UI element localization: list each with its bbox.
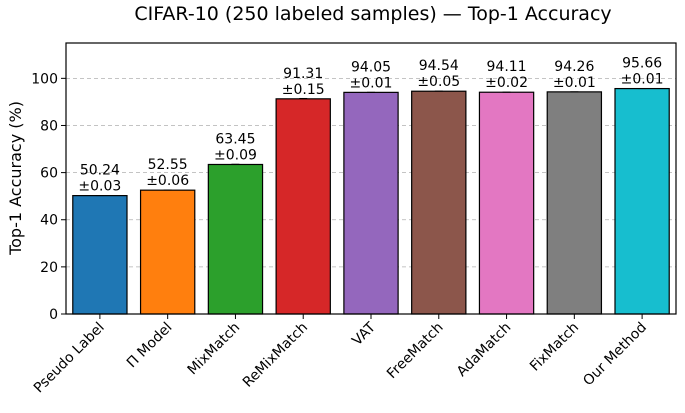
data-label-value: 91.31 <box>283 66 323 82</box>
y-tick-label: 20 <box>40 260 58 276</box>
chart-title: CIFAR-10 (250 labeled samples) — Top-1 A… <box>134 3 611 25</box>
bar <box>343 91 399 315</box>
x-tick-label: FreeMatch <box>384 320 447 383</box>
y-axis-label: Top-1 Accuracy (%) <box>6 101 25 256</box>
data-label-value: 50.24 <box>80 163 120 179</box>
y-tick-label: 80 <box>40 118 58 134</box>
data-label-value: 94.54 <box>419 58 459 74</box>
x-tick-label: Pseudo Label <box>31 320 108 397</box>
y-tick-label: 0 <box>49 307 58 323</box>
x-tick-label: FixMatch <box>527 320 582 375</box>
x-tick-label: ReMixMatch <box>240 320 311 391</box>
y-tick-label: 40 <box>40 213 58 229</box>
bar <box>72 195 128 315</box>
data-label-value: 94.11 <box>487 59 527 75</box>
bar <box>275 98 331 315</box>
data-label-error: ±0.05 <box>417 74 460 90</box>
data-label-error: ±0.01 <box>350 75 393 91</box>
y-tick-label: 100 <box>31 71 58 87</box>
data-label-error: ±0.06 <box>146 173 189 189</box>
bar <box>546 91 603 315</box>
data-label-value: 95.66 <box>622 56 662 72</box>
data-label-error: ±0.02 <box>485 75 528 91</box>
bar <box>207 163 264 315</box>
data-label-error: ±0.03 <box>78 179 121 195</box>
bar <box>139 189 196 315</box>
data-label-error: ±0.01 <box>621 72 664 88</box>
bar <box>614 87 670 315</box>
data-label-error: ±0.09 <box>214 147 257 163</box>
x-tick-label: Π Model <box>124 320 176 372</box>
x-tick-label: MixMatch <box>185 320 244 379</box>
y-tick-label: 60 <box>40 166 58 182</box>
data-label-value: 94.05 <box>351 59 391 75</box>
data-label-error: ±0.01 <box>553 75 596 91</box>
x-tick-label: VAT <box>349 319 379 349</box>
data-label-error: ±0.15 <box>282 82 325 98</box>
data-label-value: 52.55 <box>148 157 188 173</box>
data-labels: 50.24±0.03 52.55±0.06 63.45±0.09 91.31±0.15… <box>78 56 663 195</box>
bar <box>411 90 467 315</box>
x-tick-label: AdaMatch <box>454 320 514 380</box>
bar <box>478 91 535 315</box>
x-tick-label: Our Method <box>580 320 650 390</box>
y-axis-ticks: 0 20 40 60 80 100 <box>31 71 66 323</box>
data-label-value: 63.45 <box>215 131 255 147</box>
data-label-value: 94.26 <box>554 59 594 75</box>
bars <box>72 87 670 315</box>
